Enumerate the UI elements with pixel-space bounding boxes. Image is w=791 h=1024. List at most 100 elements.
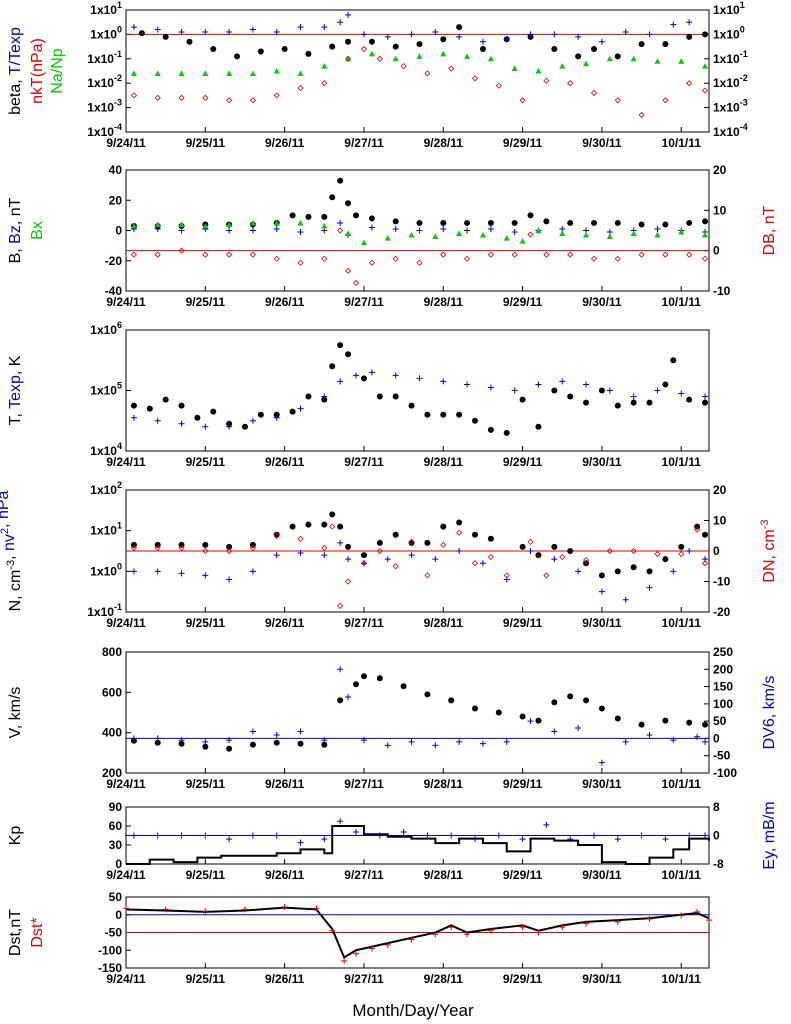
data-point (472, 705, 479, 712)
y-tick-label-right: -10 (713, 284, 731, 298)
data-point (297, 229, 304, 236)
data-point (376, 393, 383, 400)
x-tick-label: 9/25/11 (186, 295, 226, 309)
y-tick-label-right: 1x10-2 (713, 73, 748, 90)
data-point (464, 255, 471, 262)
data-point (678, 229, 685, 235)
data-point (654, 58, 661, 64)
data-point (551, 543, 558, 550)
data-point (360, 375, 367, 382)
data-point (345, 200, 352, 207)
data-point (138, 30, 145, 37)
data-point (392, 225, 399, 232)
x-tick-label: 9/26/11 (265, 972, 305, 986)
data-point (337, 697, 344, 704)
data-point (614, 836, 621, 843)
panel-t: 1x104 1x105 1x106 9/24/11 9/25/11 9/26/11 9/27… (7, 320, 710, 469)
data-point (368, 50, 375, 57)
data-point (392, 218, 399, 225)
data-point (249, 26, 256, 33)
x-tick-label: 9/29/11 (503, 295, 543, 309)
x-tick-label: 9/28/11 (424, 777, 464, 791)
data-point (408, 552, 415, 559)
y-tick-label: 0 (115, 224, 122, 238)
data-point (662, 717, 669, 724)
y-tick-label-right: 0 (713, 829, 720, 843)
x-tick-label: 9/24/11 (106, 868, 146, 882)
data-point (495, 832, 502, 839)
data-point (630, 399, 637, 406)
data-point (123, 905, 129, 912)
data-series (130, 818, 709, 846)
data-point (702, 232, 709, 238)
data-point (432, 742, 439, 749)
data-point (178, 28, 185, 35)
data-point (130, 402, 137, 409)
data-point (670, 568, 677, 575)
y-tick-label: 400 (102, 726, 122, 740)
data-point (678, 543, 685, 550)
data-point (464, 227, 471, 234)
data-point (202, 541, 209, 548)
data-point (575, 33, 582, 40)
x-tick-label: 9/30/11 (582, 972, 622, 986)
data-point (408, 539, 415, 546)
data-point (130, 735, 137, 742)
data-point (614, 568, 621, 575)
y-tick-label-right: 1x100 (713, 24, 745, 41)
x-tick-label: 9/25/11 (186, 777, 226, 791)
y-tick-label-right: 1x101 (713, 0, 745, 17)
data-point (662, 836, 669, 843)
y-tick-label-right: 1x10-4 (713, 122, 748, 139)
x-tick-label: 9/26/11 (265, 295, 305, 309)
data-point (567, 693, 574, 700)
x-tick-label: 9/26/11 (265, 616, 305, 630)
x-tick-label: 9/27/11 (344, 868, 384, 882)
data-point (535, 227, 542, 233)
data-point (130, 568, 137, 575)
data-point (638, 832, 645, 839)
data-point (606, 547, 613, 555)
data-point (519, 543, 526, 550)
data-point (614, 97, 621, 104)
data-point (345, 693, 352, 700)
data-point (535, 552, 542, 559)
data-point (337, 177, 344, 184)
data-point (519, 238, 526, 244)
data-point (583, 232, 590, 238)
data-point (249, 227, 256, 234)
data-point (662, 97, 669, 104)
data-point (249, 728, 256, 735)
data-point (202, 832, 209, 839)
data-point (384, 941, 391, 948)
data-point (408, 738, 415, 745)
x-tick-label: 9/26/11 (265, 136, 305, 150)
data-point (479, 38, 486, 45)
data-point (321, 737, 328, 744)
data-point (598, 572, 605, 579)
x-tick-label: 9/25/11 (186, 972, 226, 986)
data-point (392, 393, 399, 400)
data-point (202, 222, 209, 229)
x-tick-label: 10/1/11 (662, 295, 702, 309)
data-point (226, 745, 233, 752)
data-point (575, 53, 582, 60)
x-tick-label: 9/27/11 (344, 777, 384, 791)
data-point (154, 568, 161, 575)
data-point (551, 556, 558, 563)
data-point (337, 539, 344, 546)
data-point (249, 70, 256, 76)
data-point (471, 560, 479, 567)
data-point (273, 739, 280, 746)
panel-frame (125, 651, 710, 774)
data-point (345, 267, 352, 274)
data-point (368, 215, 375, 222)
panel-beta: 1x10-4 1x10-3 1x10-2 1x10-1 1x100 1x101 1x10-4… (7, 0, 748, 150)
data-point (511, 251, 518, 258)
data-point (583, 920, 590, 927)
data-point (249, 832, 256, 839)
data-point (329, 363, 336, 370)
data-point (702, 63, 709, 69)
data-point (130, 414, 137, 421)
data-point (353, 212, 360, 219)
